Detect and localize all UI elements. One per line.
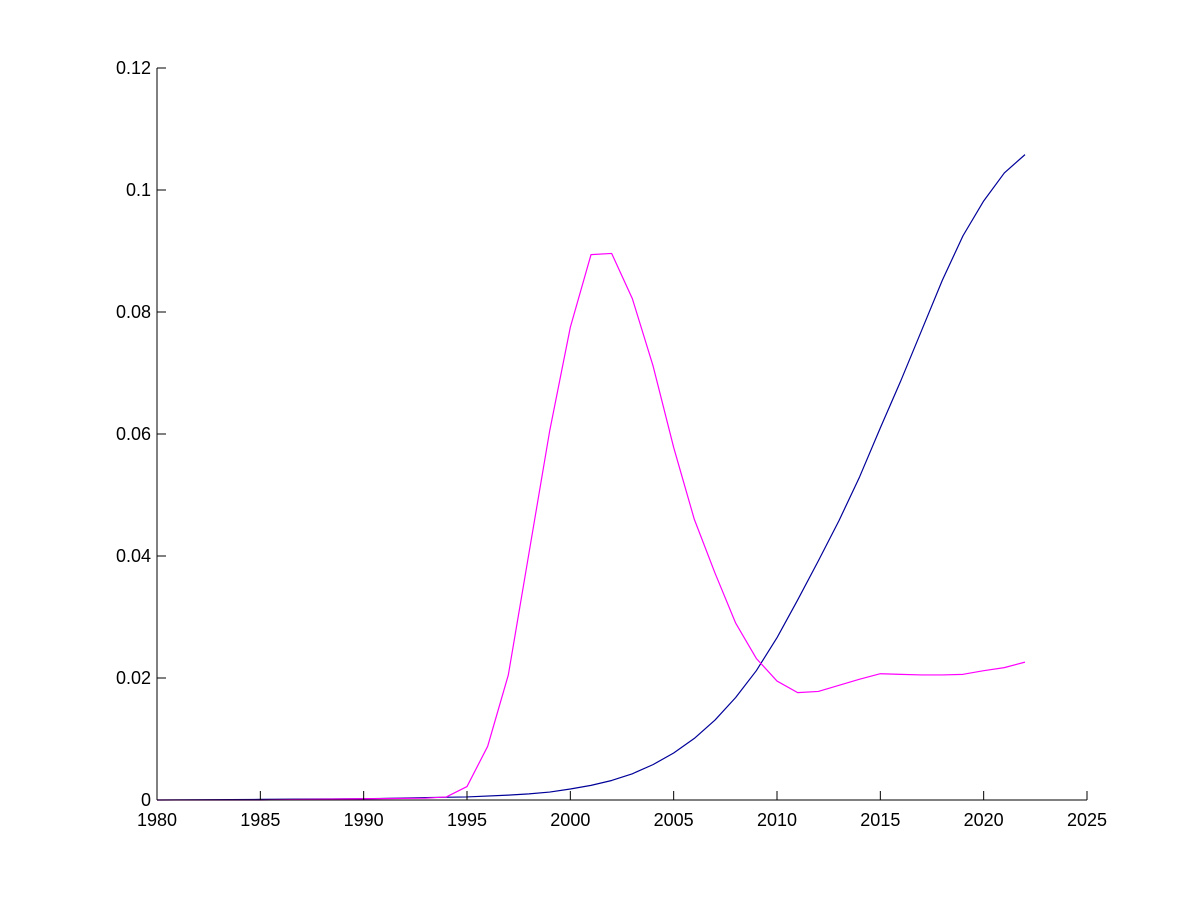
- x-tick-label: 1990: [344, 810, 384, 830]
- ticks-layer: [156, 67, 1088, 801]
- y-tick-label: 0.06: [116, 424, 151, 444]
- x-tick-label: 2010: [757, 810, 797, 830]
- x-tick-label: 1980: [137, 810, 177, 830]
- series-line-1: [156, 154, 1026, 801]
- x-tick-label: 2025: [1067, 810, 1107, 830]
- y-tick-label: 0.04: [116, 546, 151, 566]
- x-tick-label: 2005: [654, 810, 694, 830]
- tick-labels-layer: 1980 1985 1990 1995 2000 2005 2010 2015 2020 2025…: [116, 58, 1107, 830]
- y-tick-label: 0.1: [126, 180, 151, 200]
- y-tick-label: 0.12: [116, 58, 151, 78]
- y-tick-label: 0.02: [116, 668, 151, 688]
- y-tick-label: 0.08: [116, 302, 151, 322]
- x-tick-label: 2015: [860, 810, 900, 830]
- x-tick-label: 1985: [240, 810, 280, 830]
- y-tick-label: 0: [141, 790, 151, 810]
- x-tick-label: 2020: [964, 810, 1004, 830]
- series-line-2: [157, 252, 1026, 801]
- axes-layer: [156, 68, 1087, 801]
- series-layer: [156, 154, 1026, 801]
- x-tick-label: 2000: [550, 810, 590, 830]
- x-tick-label: 1995: [447, 810, 487, 830]
